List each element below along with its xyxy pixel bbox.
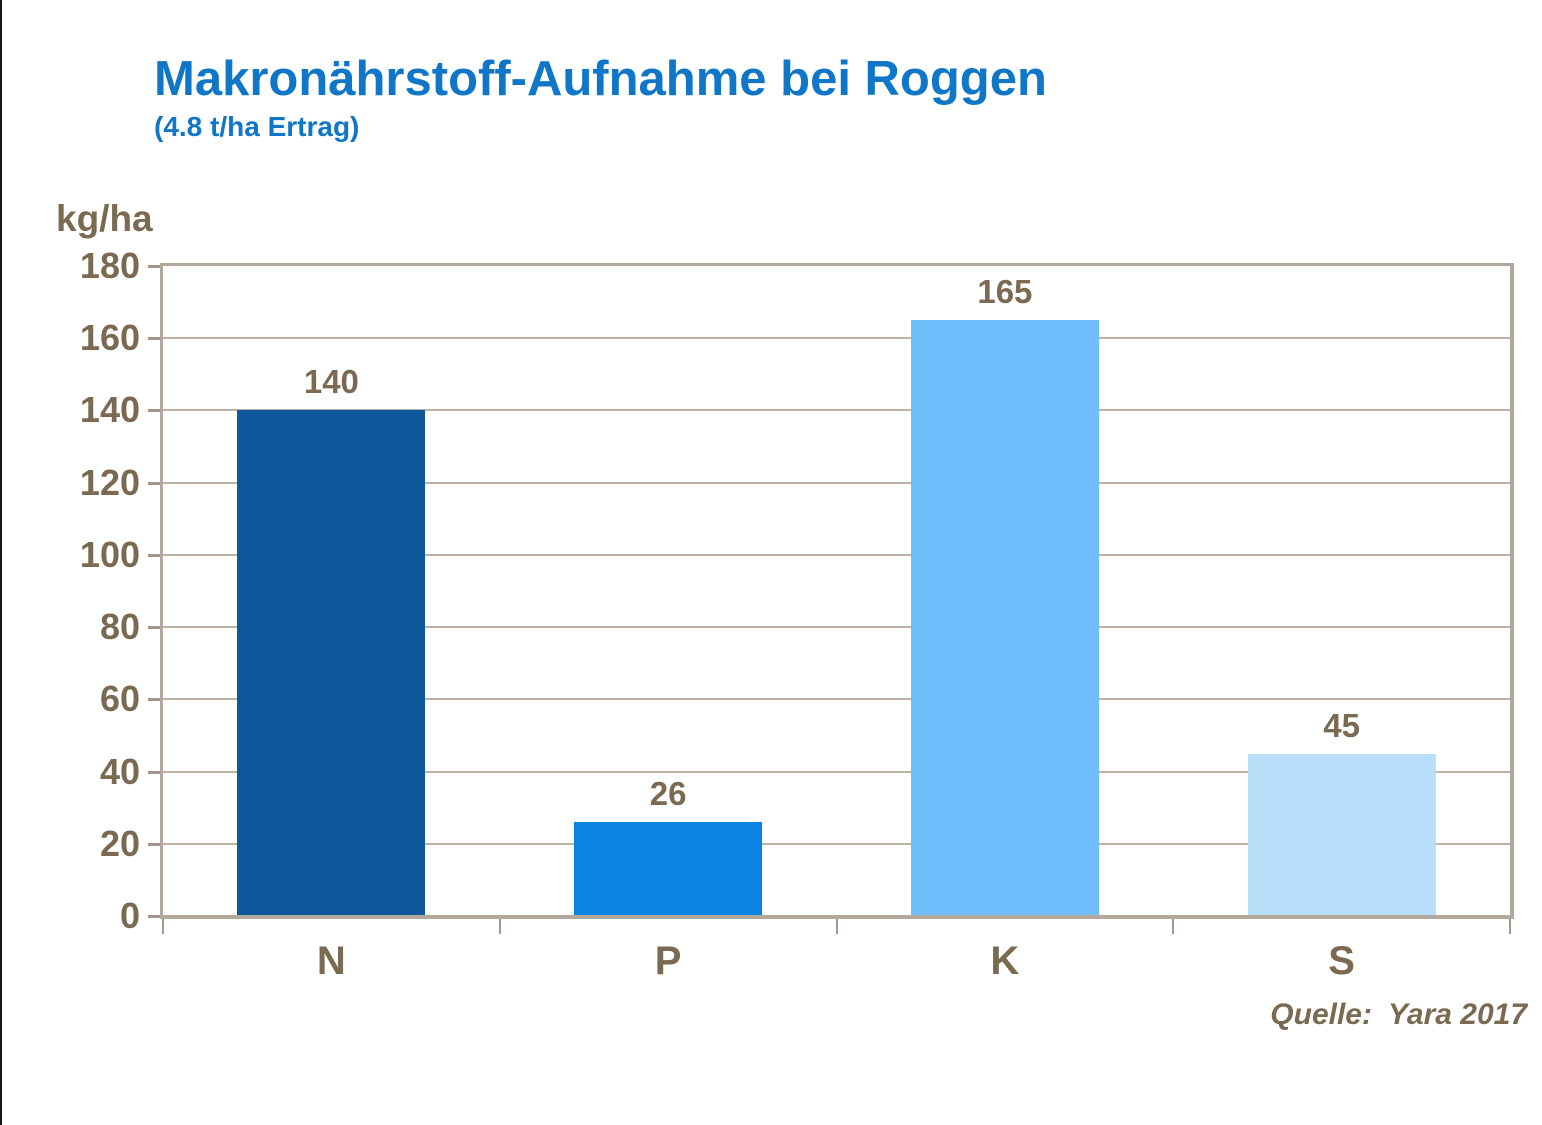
y-tick-label-0: 0 [119,895,140,936]
y-tick-label-100: 100 [79,533,140,575]
source-label: Quelle: [1270,998,1372,1031]
plot-border-top [160,263,1514,266]
y-tick-label-20: 20 [99,822,140,864]
bar-N [237,410,426,916]
y-tick-label-60: 60 [99,678,140,720]
category-label-P: P [654,939,682,983]
y-tick-mark [148,553,163,557]
chart-title: Makronährstoff-Aufnahme bei Roggen [154,52,1047,106]
gridline-160 [163,337,1510,340]
category-label-K: K [990,939,1020,983]
bar-S [1247,753,1436,916]
gridline-60 [163,698,1510,701]
value-label-N: 140 [303,363,359,401]
chart-subtitle: (4.8 t/ha Ertrag) [154,111,360,142]
bar-K [910,320,1099,916]
x-tick-mark [835,919,838,934]
y-tick-mark [148,481,163,485]
plot-border-right [1510,263,1514,919]
y-tick-label-120: 120 [79,461,140,503]
gridline-20 [163,842,1510,845]
plot-area: 140 26 165 45 [163,266,1510,916]
x-tick-mark [162,919,164,934]
source-credit: Quelle: Yara 2017 [1270,998,1527,1032]
gridline-100 [163,553,1510,556]
y-tick-mark [148,915,163,918]
y-tick-mark [148,265,163,268]
y-tick-mark [148,626,163,630]
x-tick-mark [1509,919,1511,934]
y-tick-label-40: 40 [99,750,140,792]
plot-border-bottom-baseline [160,915,1514,919]
gridline-120 [163,481,1510,484]
value-label-K: 165 [977,273,1033,311]
source-value: Yara 2017 [1387,998,1527,1031]
value-label-P: 26 [649,775,687,813]
y-axis-unit-label: kg/ha [56,198,153,239]
y-tick-mark [148,770,163,774]
category-label-S: S [1328,939,1355,983]
gridline-140 [163,409,1510,412]
gridline-40 [163,770,1510,773]
category-label-N: N [316,939,346,983]
y-tick-label-180: 180 [79,245,140,286]
y-tick-label-80: 80 [99,606,140,648]
y-tick-mark [148,337,163,341]
value-label-S: 45 [1323,706,1360,744]
plot-border-left [160,263,163,919]
gridline-80 [163,626,1510,629]
x-tick-mark [498,919,501,934]
y-tick-mark [148,409,163,413]
y-tick-label-140: 140 [79,389,140,431]
y-tick-mark [148,698,163,702]
screenshot-left-edge-line [0,0,2,1125]
y-tick-mark [148,842,163,846]
bar-P [574,822,763,916]
x-tick-mark [1172,919,1175,934]
y-tick-label-160: 160 [79,317,140,359]
